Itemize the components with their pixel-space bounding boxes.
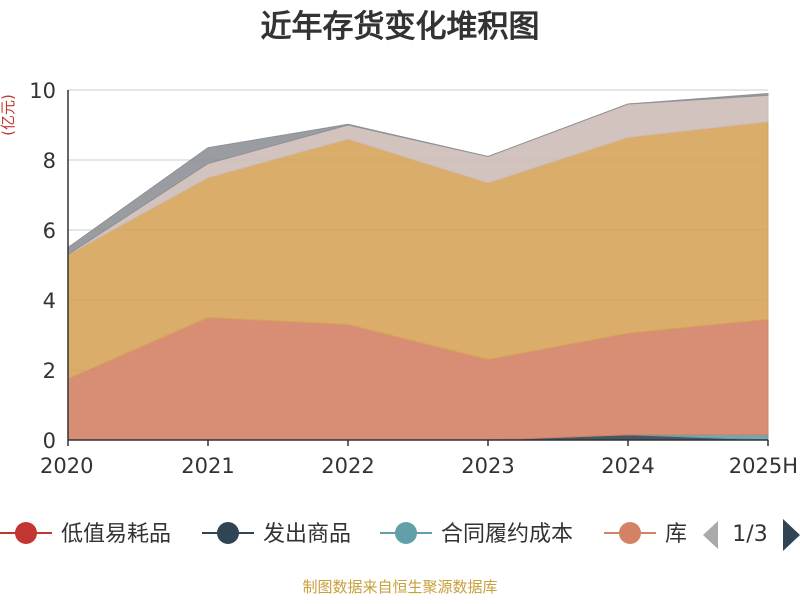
- triangle-right-icon: [783, 519, 800, 551]
- legend: 低值易耗品 发出商品 合同履约成本 库 1/3: [0, 510, 800, 556]
- triangle-left-icon: [703, 521, 718, 549]
- x-tick-label: 2021: [181, 454, 234, 478]
- legend-label: 低值易耗品: [61, 522, 171, 547]
- x-tick-label: 2025H: [729, 454, 798, 478]
- y-tick-label: 6: [43, 219, 56, 243]
- legend-marker: [619, 522, 641, 544]
- y-tick-label: 0: [43, 429, 56, 453]
- area-layer: [67, 92, 769, 441]
- y-tick-label: 2: [43, 359, 56, 383]
- legend-page-indicator: 1/3: [732, 522, 767, 547]
- y-tick-label: 4: [43, 289, 56, 313]
- legend-label: 合同履约成本: [441, 522, 573, 547]
- area-series: [67, 92, 769, 256]
- x-tick-label: 2020: [40, 454, 93, 478]
- legend-label: 库: [665, 522, 687, 547]
- legend-marker: [217, 522, 239, 544]
- legend-marker: [395, 522, 417, 544]
- legend-label: 发出商品: [263, 522, 351, 547]
- chart-title: 近年存货变化堆积图: [261, 9, 540, 45]
- x-tick-label: 2024: [601, 454, 654, 478]
- axis-layer: 0 2 4 6 8 10 2020 2021 2022 2023 2024 2025H: [29, 79, 798, 478]
- legend-marker: [15, 522, 37, 544]
- x-tick-label: 2022: [321, 454, 374, 478]
- y-axis-label: (亿元): [0, 94, 17, 136]
- source-note: 制图数据来自恒生聚源数据库: [302, 578, 497, 596]
- y-tick-label: 10: [29, 79, 56, 103]
- x-tick-label: 2023: [461, 454, 514, 478]
- y-tick-label: 8: [43, 149, 56, 173]
